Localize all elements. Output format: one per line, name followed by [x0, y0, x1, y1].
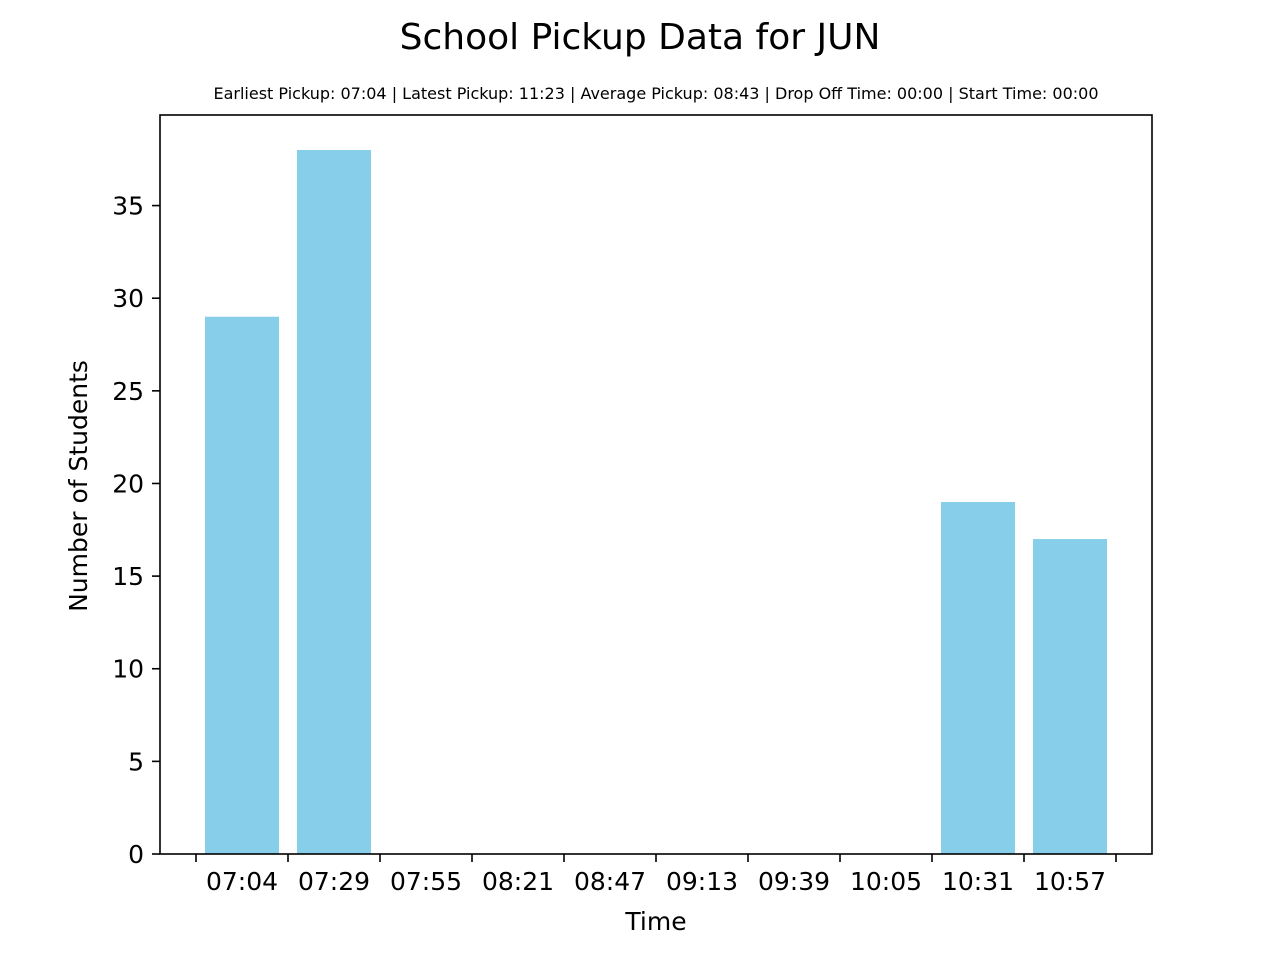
- y-tick-label: 0: [128, 840, 144, 869]
- x-tick-label: 10:57: [1034, 867, 1106, 896]
- x-tick-label: 08:21: [482, 867, 554, 896]
- y-tick-label: 30: [112, 284, 144, 313]
- y-tick-label: 5: [128, 747, 144, 776]
- bar-0729: [297, 150, 371, 854]
- y-tick-label: 10: [112, 655, 144, 684]
- bar-1057: [1033, 539, 1107, 854]
- x-tick-label: 09:39: [758, 867, 830, 896]
- y-tick-label: 35: [112, 192, 144, 221]
- y-tick-label: 15: [112, 562, 144, 591]
- x-tick-label: 08:47: [574, 867, 646, 896]
- x-axis-label: Time: [624, 907, 686, 936]
- y-axis-label: Number of Students: [64, 360, 93, 612]
- y-tick-label: 20: [112, 469, 144, 498]
- x-tick-label: 07:55: [390, 867, 462, 896]
- x-tick-label: 10:05: [850, 867, 922, 896]
- x-tick-label: 07:29: [298, 867, 370, 896]
- bars-group: [205, 150, 1107, 855]
- chart-title: School Pickup Data for JUN: [400, 17, 881, 58]
- bar-0704: [205, 316, 279, 855]
- x-tick-label: 09:13: [666, 867, 738, 896]
- bar-1031: [941, 502, 1015, 854]
- plot-frame: [159, 114, 1153, 855]
- chart-subtitle: Earliest Pickup: 07:04 | Latest Pickup: …: [213, 84, 1098, 103]
- y-axis: 0 5 10 15 20 25 30 35: [112, 192, 160, 869]
- x-tick-label: 07:04: [206, 867, 278, 896]
- y-tick-label: 25: [112, 377, 144, 406]
- x-axis: 07:04 07:29 07:55 08:21 08:47 09:13 09:39 10:05…: [195, 854, 1117, 896]
- x-tick-label: 10:31: [942, 867, 1014, 896]
